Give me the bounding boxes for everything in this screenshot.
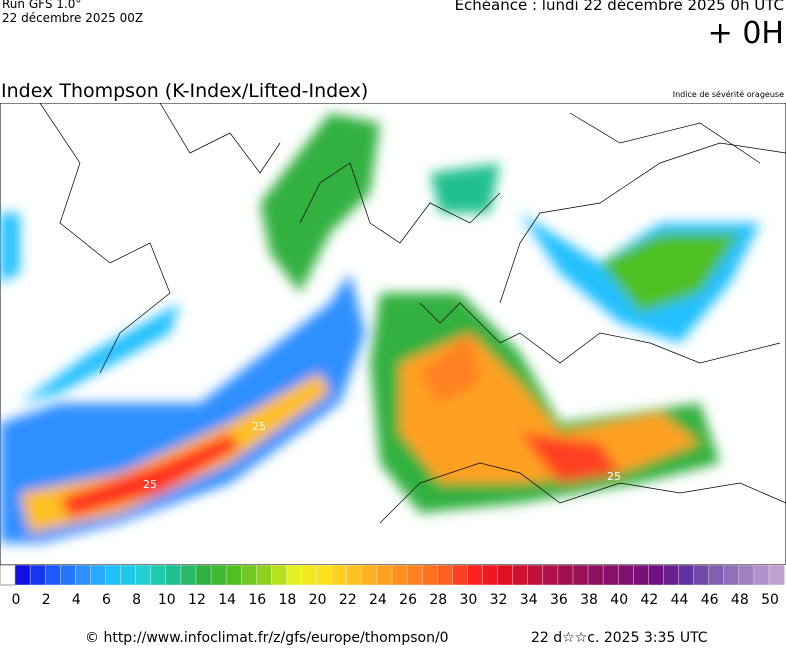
colorbar-swatch [286, 565, 303, 586]
colorbar-swatch [105, 565, 122, 586]
legend-label: 10 [158, 592, 176, 608]
legend-label: 20 [309, 592, 327, 608]
legend: 0 2 4 6 8 10 12 14 16 18 20 22 24 26 28 30 32 34 36 38 40 42 4… [0, 565, 785, 608]
legend-label: 2 [42, 592, 51, 608]
legend-label: 38 [580, 592, 598, 608]
colorbar-swatch [572, 565, 589, 586]
field [0, 113, 760, 543]
legend-label: 24 [369, 592, 387, 608]
colorbar-swatch [256, 565, 273, 586]
colorbar-swatch [361, 565, 378, 586]
colorbar-swatch [693, 565, 710, 586]
echeance: Echéance : lundi 22 décembre 2025 0h UTC [454, 0, 784, 14]
colorbar-swatch [708, 565, 725, 586]
colorbar-swatch [301, 565, 318, 586]
contour-label: 25 [252, 420, 266, 433]
colorbar-swatch [195, 565, 212, 586]
run: Run GFS 1.0° [2, 0, 82, 11]
legend-label: 12 [188, 592, 206, 608]
colorbar-swatch [90, 565, 107, 586]
title: Index Thompson (K-Index/Lifted-Index) [1, 80, 369, 102]
colorbar-swatch [60, 565, 77, 586]
colorbar-swatch [271, 565, 288, 586]
colorbar-swatch [225, 565, 242, 586]
legend-label: 8 [132, 592, 141, 608]
colorbar-swatch [180, 565, 197, 586]
contour-label: 25 [70, 539, 84, 552]
colorbar-swatch [316, 565, 333, 586]
legend-label: 4 [72, 592, 81, 608]
legend-label: 48 [731, 592, 749, 608]
colorbar-swatch [391, 565, 408, 586]
legend-label: 50 [761, 592, 779, 608]
colorbar-swatch [150, 565, 167, 586]
colorbar-swatch [44, 565, 61, 586]
legend-label: 28 [429, 592, 447, 608]
contour-label: 25 [607, 470, 621, 483]
colorbar-swatch [512, 565, 529, 586]
colorbar-swatch [29, 565, 46, 586]
colorbar-swatch [633, 565, 650, 586]
contour-label: 25 [143, 478, 157, 491]
coastlines [39, 103, 786, 524]
colorbar-swatch [618, 565, 634, 586]
colorbar-swatch [467, 565, 484, 586]
colorbar-swatch [346, 565, 363, 586]
colorbar-swatch [497, 565, 514, 586]
legend-label: 0 [12, 592, 21, 608]
legend-label: 36 [550, 592, 568, 608]
legend-label: 46 [701, 592, 719, 608]
legend-label: 30 [459, 592, 477, 608]
colorbar-swatch [210, 565, 227, 586]
legend-label: 26 [399, 592, 417, 608]
colorbar-swatch [437, 565, 454, 586]
map: 25 25 25 25 [0, 103, 786, 565]
legend-label: 34 [520, 592, 538, 608]
colorbar-swatch [602, 565, 619, 586]
legend-label: 32 [490, 592, 508, 608]
colorbar-swatch [376, 565, 393, 586]
colorbar-swatch [753, 565, 770, 586]
subtitle: Indice de sévérité orageuse [672, 90, 784, 99]
legend-label: 6 [102, 592, 111, 608]
colorbar-swatch [768, 565, 785, 586]
colorbar-swatch [406, 565, 423, 586]
colorbar-swatch [135, 565, 152, 586]
colorbar-swatch [482, 565, 499, 586]
legend-label: 22 [339, 592, 357, 608]
colorbar-frame [0, 565, 16, 586]
colorbar-swatch [738, 565, 755, 586]
colorbar-swatch [723, 565, 740, 586]
legend-label: 14 [218, 592, 236, 608]
colorbar-swatch [678, 565, 695, 586]
colorbar-swatch [14, 565, 31, 586]
run-date: 22 décembre 2025 00Z [2, 11, 144, 25]
legend-label: 16 [248, 592, 266, 608]
legend-label: 18 [279, 592, 297, 608]
legend-label: 40 [610, 592, 628, 608]
colorbar-swatch [587, 565, 604, 586]
colorbar-swatch [557, 565, 574, 586]
footer-url: © http://www.infoclimat.fr/z/gfs/europe/… [85, 630, 449, 646]
colorbar-swatch [75, 565, 92, 586]
colorbar-swatch [240, 565, 257, 586]
colorbar-swatch [527, 565, 544, 586]
colorbar-swatch [542, 565, 559, 586]
colorbar-swatch [648, 565, 665, 586]
colorbar-swatch [165, 565, 182, 586]
legend-label: 44 [671, 592, 689, 608]
offset: + 0H [707, 16, 784, 51]
colorbar-swatch [663, 565, 680, 586]
footer-timestamp: 22 d☆☆c. 2025 3:35 UTC [531, 630, 708, 646]
colorbar-swatch [421, 565, 438, 586]
legend-label: 42 [640, 592, 658, 608]
colorbar-swatch [452, 565, 469, 586]
colorbar-swatch [120, 565, 137, 586]
colorbar-swatch [331, 565, 348, 586]
